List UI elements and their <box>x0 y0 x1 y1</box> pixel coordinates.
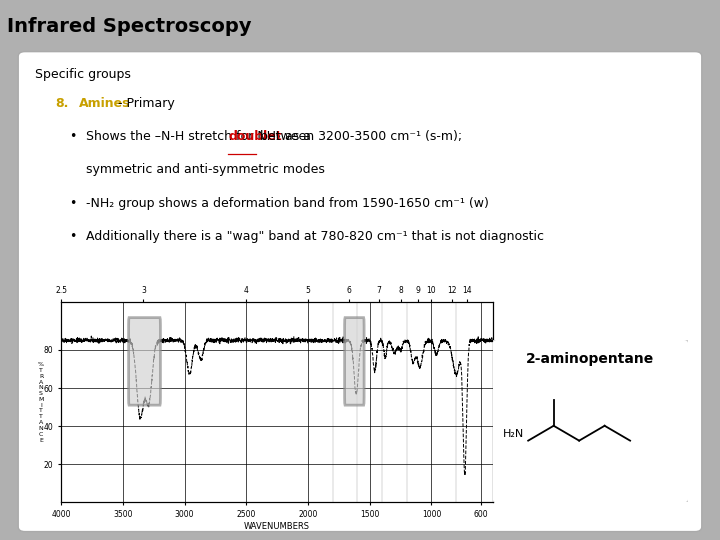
Text: H₂N: H₂N <box>503 429 524 439</box>
FancyBboxPatch shape <box>491 339 690 504</box>
Text: •: • <box>69 230 76 243</box>
Text: 2-aminopentane: 2-aminopentane <box>526 352 654 366</box>
Text: •: • <box>69 130 76 143</box>
Text: -NH₂ group shows a deformation band from 1590-1650 cm⁻¹ (w): -NH₂ group shows a deformation band from… <box>86 197 489 210</box>
Y-axis label: %
T
R
A
N
S
M
I
T
T
A
N
C
E: % T R A N S M I T T A N C E <box>38 362 44 442</box>
Text: Infrared Spectroscopy: Infrared Spectroscopy <box>7 17 252 36</box>
Text: - Primary: - Primary <box>114 97 175 110</box>
Text: Additionally there is a "wag" band at 780-820 cm⁻¹ that is not diagnostic: Additionally there is a "wag" band at 78… <box>86 230 544 243</box>
Text: Amines: Amines <box>79 97 130 110</box>
FancyBboxPatch shape <box>345 318 364 405</box>
Text: between 3200-3500 cm⁻¹ (s-m);: between 3200-3500 cm⁻¹ (s-m); <box>256 130 462 143</box>
Text: •: • <box>69 197 76 210</box>
FancyBboxPatch shape <box>18 52 702 531</box>
Text: symmetric and anti-symmetric modes: symmetric and anti-symmetric modes <box>86 163 325 176</box>
Text: doublet: doublet <box>228 130 282 143</box>
X-axis label: WAVENUMBERS: WAVENUMBERS <box>244 522 310 531</box>
Text: 8.: 8. <box>55 97 69 110</box>
FancyBboxPatch shape <box>129 318 161 405</box>
Text: Specific groups: Specific groups <box>35 68 131 81</box>
Text: Shows the –N-H stretch for NH₂ as a: Shows the –N-H stretch for NH₂ as a <box>86 130 315 143</box>
